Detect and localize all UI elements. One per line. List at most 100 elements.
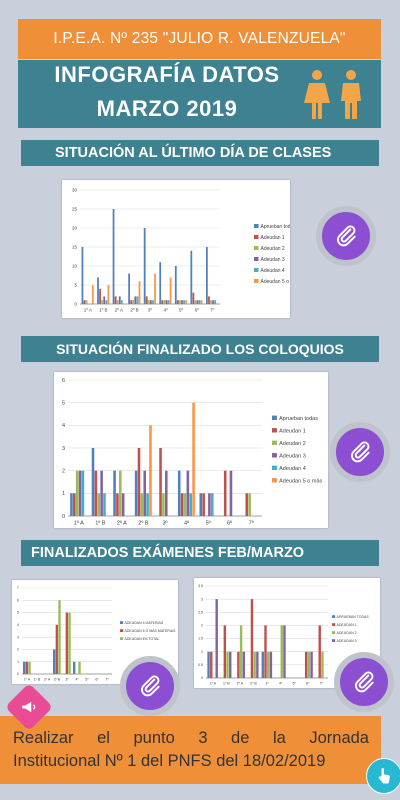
y-tick-label: 2.5	[198, 610, 203, 614]
bar	[192, 292, 195, 304]
legend-swatch	[332, 623, 336, 626]
x-tick-label: 3º	[265, 682, 269, 686]
bar	[223, 470, 227, 516]
legend-label: APRUEBAN TODAS	[337, 615, 370, 619]
people-icon	[304, 70, 361, 119]
bar	[261, 651, 264, 678]
bar	[119, 470, 122, 516]
bar	[114, 296, 117, 304]
y-tick-label: 5	[62, 401, 65, 407]
legend-swatch	[272, 428, 277, 433]
bar	[120, 300, 123, 304]
bar	[208, 296, 210, 304]
bar	[68, 612, 71, 674]
title-banner: INFOGRAFÍA DATOS MARZO 2019	[18, 60, 381, 128]
bar	[177, 470, 181, 516]
bar	[161, 300, 164, 304]
bar	[223, 625, 227, 678]
bar	[103, 493, 106, 516]
x-tick-label: 7º	[320, 682, 324, 686]
legend-swatch	[332, 615, 336, 618]
bar	[154, 273, 156, 304]
bar	[169, 277, 172, 304]
bar	[180, 493, 184, 516]
chart-examenes-b: 0 0.5 1 1.5 2 2.5 3 3.5 1º A 1º B 2º A 2º B 3º 4º 5º 6º…	[198, 584, 370, 686]
y-tick-label: 0.5	[198, 663, 203, 667]
x-tick-label: 6º	[227, 520, 232, 527]
legend-label: Adeudan 3	[261, 257, 285, 263]
bar	[73, 493, 76, 516]
y-tick-label: 7	[17, 586, 19, 590]
clip-button-1[interactable]	[316, 206, 376, 266]
legend-swatch	[120, 637, 124, 640]
bar	[134, 296, 137, 304]
y-tick-label: 15	[72, 245, 78, 250]
legend-label: ADEUDAN 4 MATERIAS	[125, 621, 164, 625]
bar	[85, 300, 88, 304]
bar	[174, 266, 177, 304]
bar	[150, 300, 152, 304]
bar	[159, 448, 162, 516]
legend-swatch	[332, 639, 336, 642]
bar	[159, 262, 162, 304]
bar	[215, 599, 218, 678]
chart-card-2: 0 1 2 3 4 5 6 1º A 1º B 2º A 2º B 3º 4º 5º 6º 7º Aprueba…	[54, 372, 328, 528]
bar	[70, 493, 73, 516]
bar	[318, 625, 321, 678]
legend-label: Adeudan 1	[279, 429, 306, 435]
y-tick-label: 3	[62, 446, 65, 452]
bar	[199, 493, 203, 516]
y-tick-label: 6	[17, 598, 19, 602]
bar	[269, 651, 273, 678]
bar	[100, 470, 103, 516]
y-tick-label: 0	[74, 302, 77, 307]
bar	[183, 493, 187, 516]
bar	[214, 300, 217, 304]
interact-button[interactable]	[366, 758, 400, 794]
bar	[250, 599, 254, 678]
bar	[267, 651, 270, 678]
bar	[130, 300, 133, 304]
bar	[83, 300, 86, 304]
bar	[229, 651, 232, 678]
x-tick-label: 7º	[105, 678, 109, 682]
bar	[53, 649, 56, 674]
section-title-last-day: SITUACIÓN AL ÚLTIMO DÍA DE CLASES	[21, 140, 379, 166]
bar	[65, 612, 69, 674]
paperclip-icon	[350, 441, 370, 463]
y-tick-label: 1	[201, 650, 203, 654]
x-tick-label: 4º	[163, 308, 168, 313]
clip-button-4[interactable]	[334, 652, 394, 712]
bar	[162, 493, 165, 516]
bar	[237, 651, 240, 678]
bar	[202, 493, 205, 516]
x-tick-label: 1º A	[84, 308, 92, 313]
x-tick-label: 2º B	[130, 308, 138, 313]
chart-coloquios: 0 1 2 3 4 5 6 1º A 1º B 2º A 2º B 3º 4º 5º 6º 7º Aprueba…	[62, 378, 323, 527]
y-tick-label: 0	[62, 514, 65, 520]
x-tick-label: 2º B	[138, 520, 149, 527]
clip-button-2[interactable]	[330, 422, 390, 482]
x-tick-label: 2º B	[54, 678, 61, 682]
paperclip-icon	[354, 671, 374, 693]
bar	[212, 300, 214, 304]
legend-swatch	[272, 465, 277, 470]
bar	[208, 493, 211, 516]
audio-badge[interactable]	[4, 682, 54, 732]
legend-swatch	[332, 631, 336, 634]
bar	[140, 493, 144, 516]
x-tick-label: 5º	[292, 682, 296, 686]
bar	[149, 425, 152, 516]
bar	[146, 493, 149, 516]
section-title-examenes: FINALIZADOS EXÁMENES FEB/MARZO	[21, 540, 379, 566]
bar	[186, 470, 190, 516]
bar	[23, 661, 26, 674]
footer-text-line2: Institucional Nº 1 del PNFS del 18/02/20…	[13, 752, 326, 770]
bar	[206, 247, 208, 304]
y-tick-label: 2	[201, 624, 203, 628]
bar	[256, 651, 259, 678]
bar	[280, 625, 283, 678]
footer-banner: Realizar el punto 3 de la Jornada Instit…	[0, 716, 381, 784]
tap-hand-icon	[378, 768, 390, 784]
clip-button-3[interactable]	[120, 656, 180, 716]
